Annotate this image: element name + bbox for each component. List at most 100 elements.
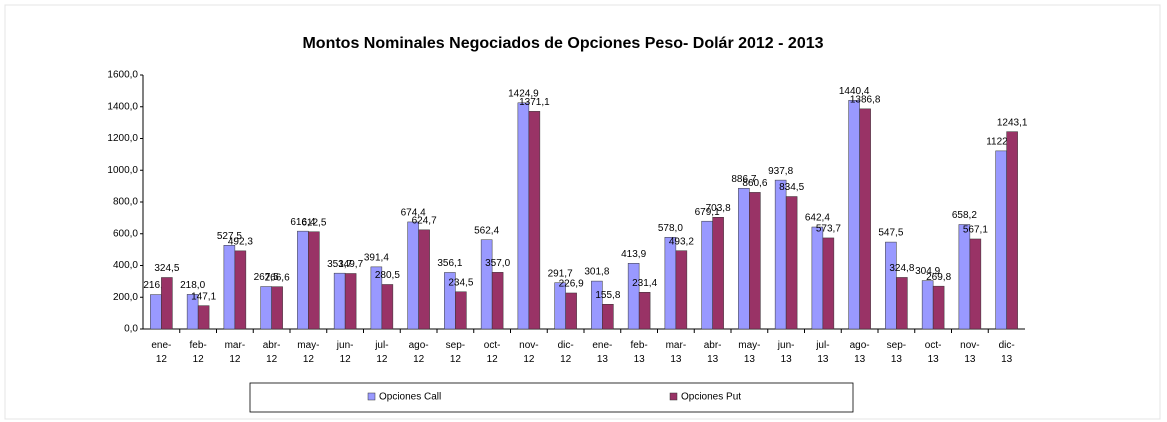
bar: [297, 230, 309, 330]
x-tick-label: jul-13: [815, 340, 829, 365]
value-label: 351,7: [327, 259, 352, 270]
legend-swatch: [669, 392, 678, 401]
x-tick-label: dic-12: [558, 340, 574, 365]
bar: [223, 245, 236, 330]
bar: [1006, 131, 1018, 330]
x-tick-label: ago-13: [850, 340, 870, 365]
x-tick-label: oct-12: [484, 340, 501, 365]
x-tick-label: ene-12: [151, 340, 171, 365]
bar: [958, 224, 971, 330]
x-tick-label: nov-13: [960, 340, 979, 365]
bar: [627, 263, 640, 330]
value-label: 886,7: [731, 174, 756, 185]
value-label: 147,1: [191, 291, 216, 302]
value-label: 578,0: [658, 223, 683, 234]
bar: [480, 239, 493, 330]
value-label: 1243,1: [997, 117, 1028, 128]
bar: [738, 187, 750, 330]
bar: [885, 241, 897, 330]
bar: [565, 292, 577, 330]
value-label: 218,0: [180, 280, 205, 291]
value-label: 269,8: [926, 272, 951, 283]
bar: [602, 304, 614, 330]
value-label: 357,0: [485, 258, 510, 269]
value-label: 413,9: [621, 249, 646, 260]
bar: [308, 231, 320, 330]
value-label: 1371,1: [519, 97, 550, 108]
bar: [260, 286, 272, 330]
x-tick-label: sep-12: [446, 340, 465, 365]
value-label: 562,4: [474, 225, 499, 236]
y-tick-label: 1400,0: [107, 101, 138, 112]
value-label: 234,5: [448, 277, 473, 288]
value-label: 937,8: [768, 166, 793, 177]
value-label: 493,2: [669, 236, 694, 247]
bar: [554, 282, 566, 330]
y-tick-label: 1600,0: [107, 70, 138, 81]
bar: [455, 291, 467, 330]
value-label: 1440,4: [839, 86, 870, 97]
y-tick-label: 600,0: [113, 228, 138, 239]
x-tick-label: jun-12: [336, 340, 354, 365]
value-label: 624,7: [412, 215, 437, 226]
value-label: 349,7: [338, 259, 363, 270]
y-tick-label: 400,0: [113, 260, 138, 271]
value-label: 860,6: [742, 178, 767, 189]
legend-label: Opciones Put: [681, 392, 741, 403]
x-tick-label: sep-13: [887, 340, 906, 365]
value-label: 547,5: [878, 228, 903, 239]
y-tick-label: 0,0: [124, 324, 138, 335]
value-label: 155,8: [595, 290, 620, 301]
value-label: 231,4: [632, 278, 657, 289]
value-label: 324,8: [889, 263, 914, 274]
x-tick-label: mar-13: [666, 340, 687, 365]
x-tick-label: mar-12: [225, 340, 246, 365]
bar: [234, 250, 247, 330]
value-label: 324,5: [154, 263, 179, 274]
bar: [822, 237, 835, 330]
bar: [859, 108, 871, 330]
value-label: 527,5: [217, 231, 242, 242]
value-label: 642,4: [805, 213, 830, 224]
value-label: 304,9: [915, 266, 940, 277]
value-label: 356,1: [437, 258, 462, 269]
bar: [811, 226, 824, 330]
y-tick-label: 1000,0: [107, 165, 138, 176]
bar: [969, 238, 982, 330]
bar: [591, 280, 603, 330]
x-tick-label: jul-12: [374, 340, 388, 365]
x-tick-label: dic-13: [999, 340, 1015, 365]
bar: [381, 284, 394, 330]
value-label: 1386,8: [850, 94, 881, 105]
bar: [785, 196, 798, 330]
x-tick-label: abr-13: [704, 340, 722, 365]
bar: [749, 192, 761, 330]
bar: [712, 217, 724, 330]
bar: [161, 277, 173, 330]
x-tick-label: feb-13: [631, 340, 648, 365]
bar: [271, 286, 283, 330]
legend-label: Opciones Call: [379, 392, 441, 403]
x-tick-label: oct-13: [925, 340, 942, 365]
y-tick-label: 800,0: [113, 197, 138, 208]
bar: [528, 111, 541, 330]
value-label: 1122,0: [986, 137, 1016, 148]
value-label: 391,4: [364, 253, 389, 264]
value-label: 679,1: [695, 207, 720, 218]
bar: [344, 273, 357, 330]
value-label: 267,5: [254, 272, 279, 283]
x-tick-label: jun-13: [777, 340, 795, 365]
value-label: 266,6: [265, 272, 290, 283]
x-tick-label: feb-12: [190, 340, 207, 365]
bar: [418, 229, 430, 330]
bar: [333, 272, 346, 330]
y-tick-label: 200,0: [113, 292, 138, 303]
bar: [491, 272, 504, 330]
value-label: 1424,9: [508, 88, 539, 99]
value-label: 616,4: [290, 217, 315, 228]
x-tick-label: ago-12: [409, 340, 429, 365]
x-tick-label: abr-12: [263, 340, 281, 365]
bar: [517, 102, 530, 330]
x-tick-label: ene-13: [592, 340, 612, 365]
